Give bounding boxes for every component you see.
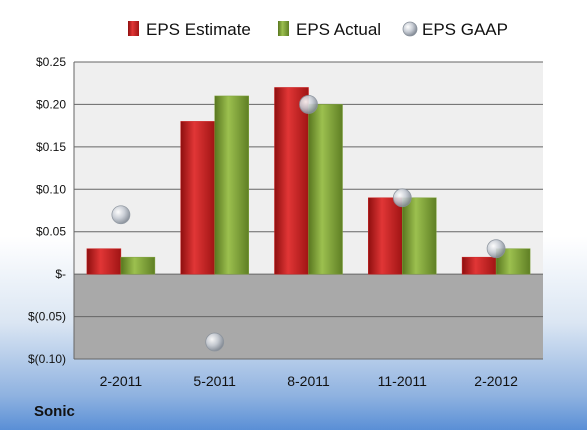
x-tick-label: 11-2011: [378, 373, 428, 389]
legend-gaap-label: EPS GAAP: [422, 20, 508, 39]
y-tick-label: $0.20: [36, 97, 66, 111]
y-tick-label: $0.15: [36, 140, 66, 154]
legend-estimate-label: EPS Estimate: [146, 20, 251, 39]
bars: [86, 87, 531, 275]
eps-gaap-marker: [205, 332, 225, 352]
x-tick-label: 5-2011: [193, 373, 236, 389]
eps-gaap-marker: [392, 188, 412, 208]
eps-estimate-bar: [368, 197, 403, 275]
y-tick-label: $0.10: [36, 182, 66, 196]
legend-gaap-swatch: [402, 21, 418, 37]
company-label: Sonic: [34, 403, 75, 420]
eps-actual-bar: [120, 256, 156, 275]
eps-estimate-bar: [274, 87, 309, 275]
x-tick-label: 8-2011: [287, 373, 330, 389]
eps-estimate-bar: [461, 256, 497, 275]
y-tick-label: $0.25: [36, 55, 66, 69]
gaap-markers: [111, 95, 506, 352]
legend-actual-swatch: [278, 21, 289, 36]
eps-gaap-marker: [486, 239, 506, 259]
y-tick-label: $0.05: [36, 225, 66, 239]
x-axis-ticks: 2-2011 5-2011 8-2011 11-2011 2-2012: [100, 373, 518, 389]
legend-estimate-swatch: [128, 21, 139, 36]
y-tick-label: $-: [55, 267, 66, 281]
eps-gaap-marker: [111, 205, 131, 225]
eps-estimate-bar: [180, 121, 215, 275]
eps-actual-bar: [214, 95, 249, 275]
y-axis-ticks: $0.25 $0.20 $0.15 $0.10 $0.05 $- $(0.05) $(0.10…: [28, 55, 66, 366]
x-tick-label: 2-2012: [474, 373, 518, 389]
eps-actual-bar: [402, 197, 437, 275]
legend-actual-label: EPS Actual: [296, 20, 381, 39]
y-tick-label: $(0.05): [28, 310, 66, 324]
eps-actual-bar: [308, 104, 343, 275]
eps-gaap-marker: [299, 95, 318, 114]
legend: EPS Estimate EPS Actual EPS GAAP: [128, 20, 508, 39]
eps-estimate-bar: [86, 248, 122, 275]
y-tick-label: $(0.10): [28, 352, 66, 366]
x-tick-label: 2-2011: [100, 373, 143, 389]
